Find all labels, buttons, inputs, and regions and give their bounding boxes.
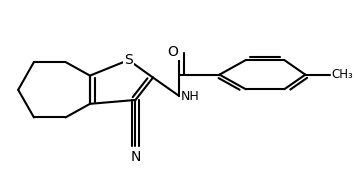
Text: CH₃: CH₃ [332,68,353,81]
Text: NH: NH [181,90,200,103]
Text: S: S [124,53,133,67]
Text: N: N [130,150,141,164]
Text: O: O [168,45,178,59]
